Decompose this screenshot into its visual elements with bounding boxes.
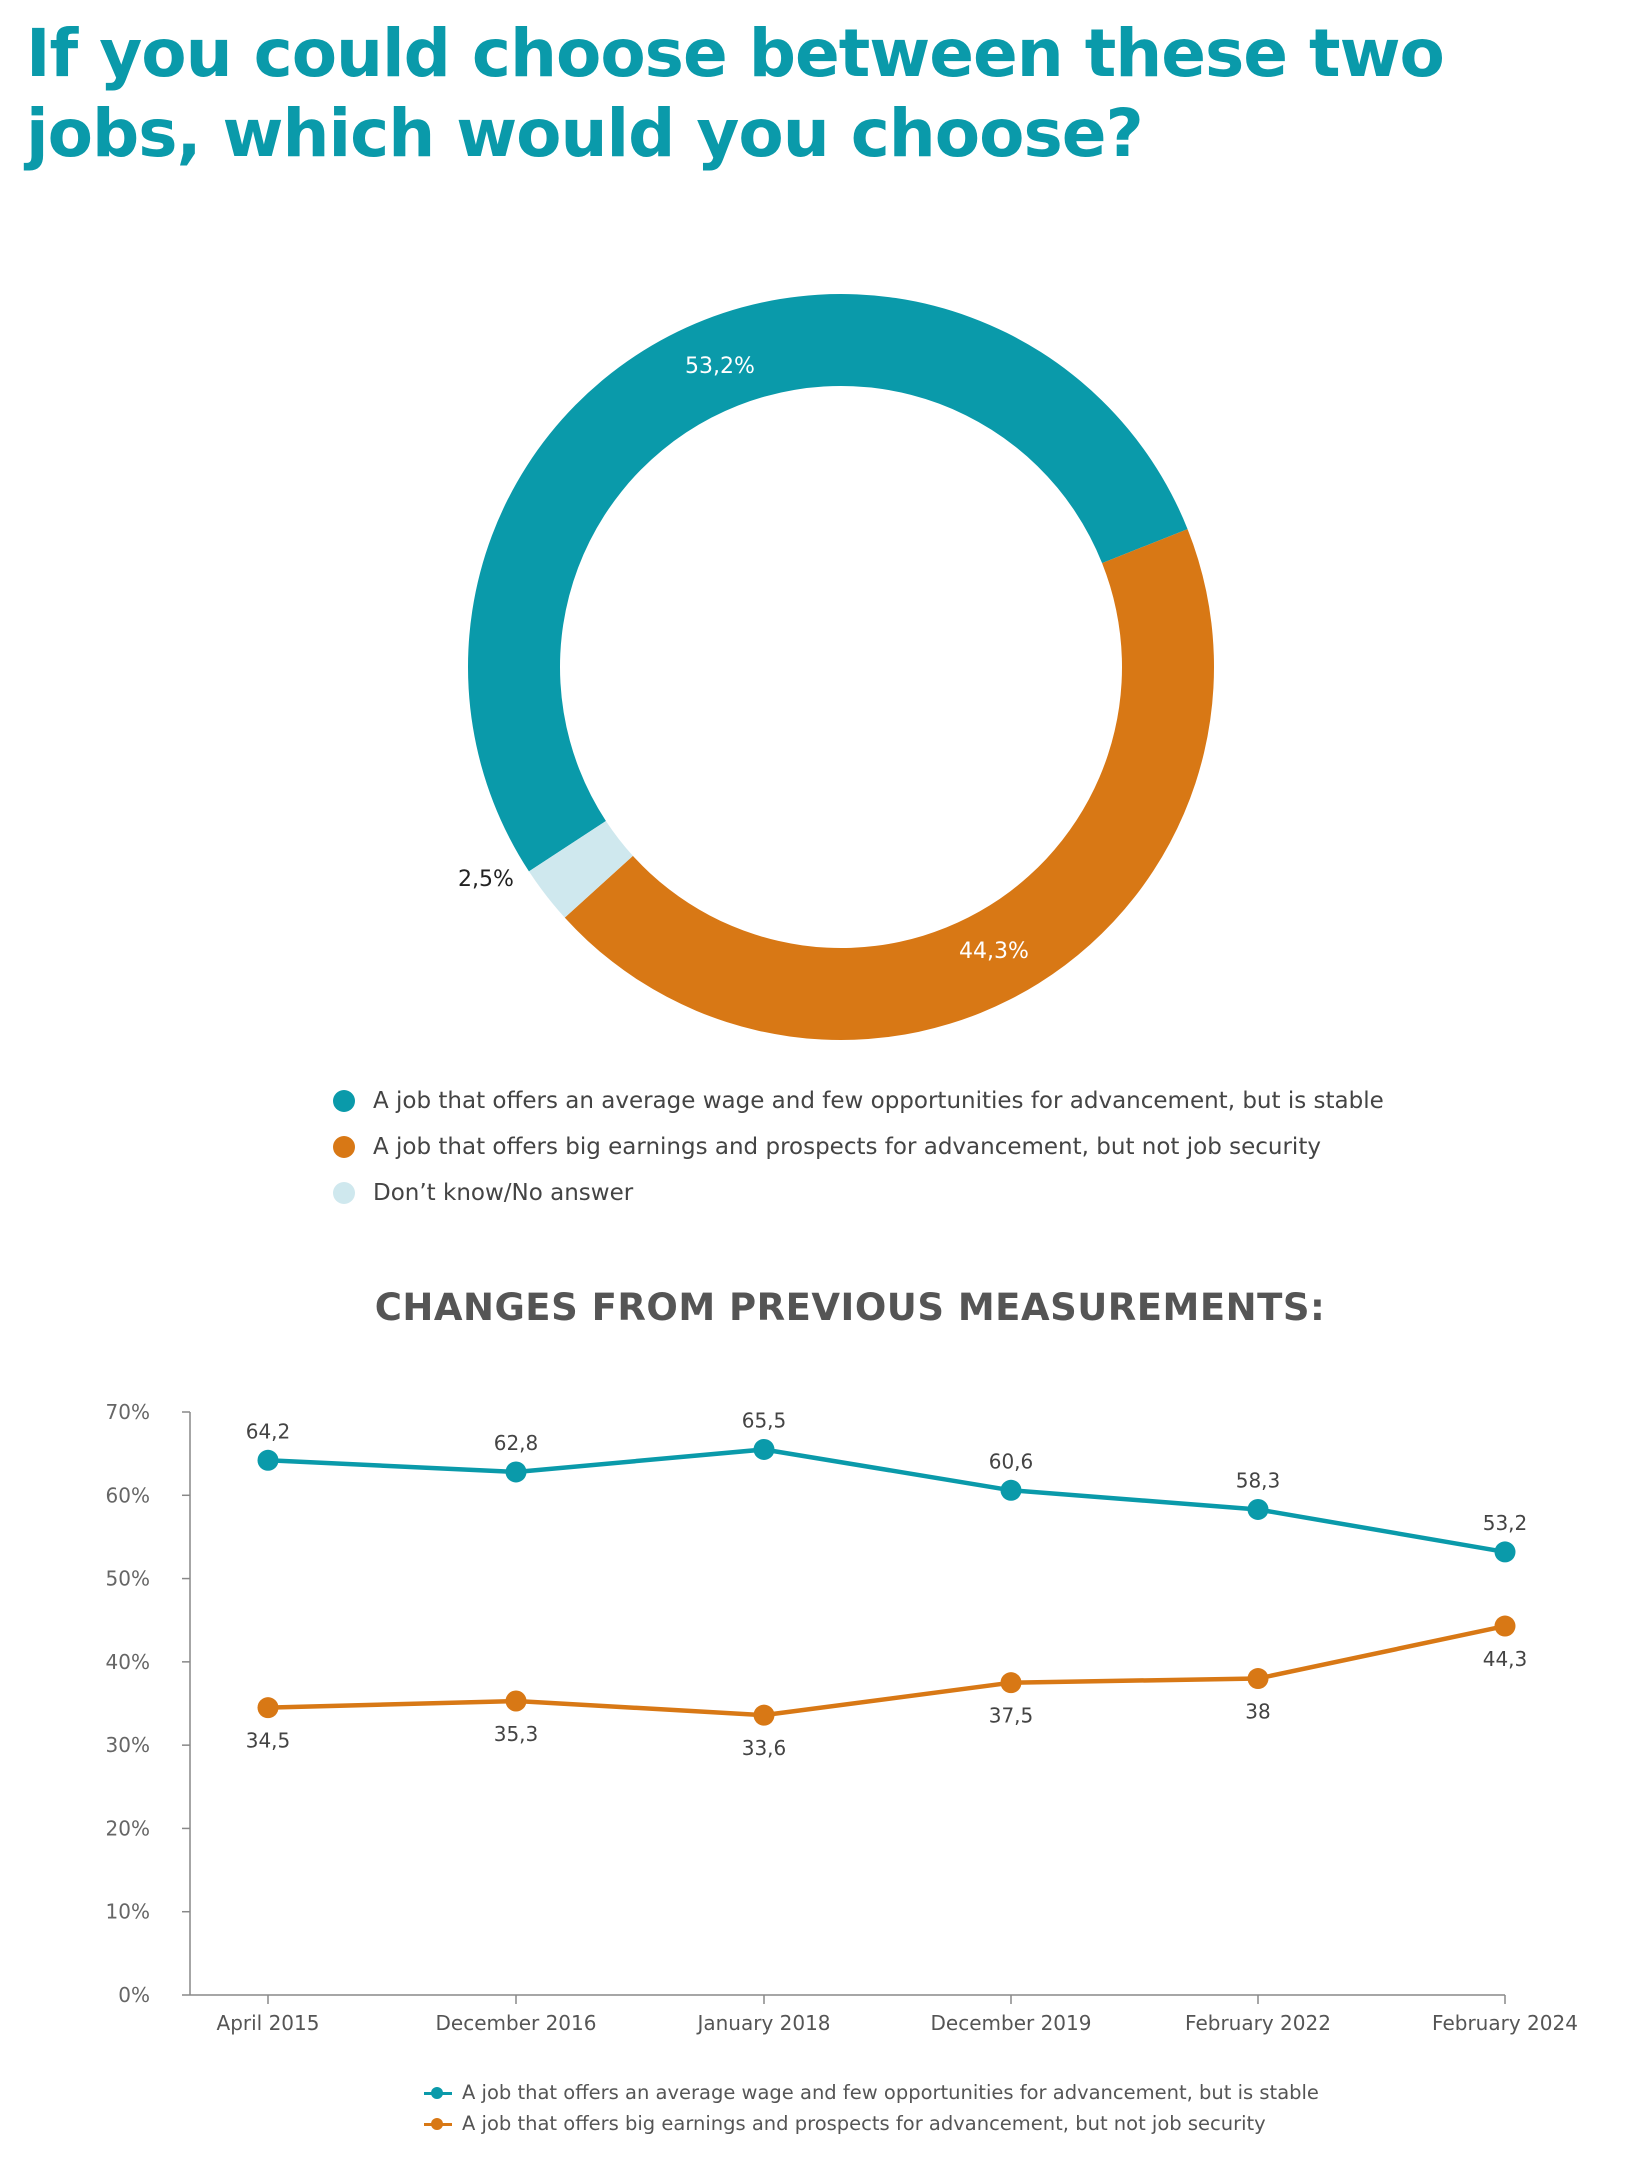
donut-slice-1 [564, 529, 1214, 1040]
data-label: 44,3 [1483, 1647, 1528, 1671]
y-tick-label: 0% [118, 1983, 150, 2007]
x-tick-label: January 2018 [695, 2011, 830, 2035]
data-point [1494, 1615, 1516, 1637]
x-tick-label: April 2015 [217, 2011, 320, 2035]
donut-chart: 53,2% 44,3% 2,5% [458, 293, 1214, 1040]
data-label: 37,5 [989, 1704, 1034, 1728]
donut-data-label: 2,5% [458, 867, 514, 892]
data-label: 60,6 [989, 1449, 1034, 1473]
page-title: If you could choose between these two jo… [26, 15, 1445, 172]
line-chart-title: CHANGES FROM PREVIOUS MEASUREMENTS: [374, 1286, 1326, 1329]
data-point [505, 1690, 527, 1712]
line-legend: A job that offers an average wage and fe… [424, 2077, 1319, 2139]
donut-legend-item-stable: A job that offers an average wage and fe… [333, 1078, 1384, 1124]
data-point [753, 1438, 775, 1460]
data-label: 58,3 [1236, 1468, 1281, 1492]
y-tick-label: 70% [106, 1400, 150, 1424]
data-label: 33,6 [742, 1736, 787, 1760]
donut-legend-label: A job that offers an average wage and fe… [373, 1088, 1384, 1114]
data-point [1247, 1498, 1269, 1520]
donut-slice-2 [528, 820, 633, 918]
donut-slice-0 [468, 293, 1188, 872]
data-label: 38 [1245, 1700, 1270, 1724]
x-tick-label: February 2024 [1432, 2011, 1578, 2035]
donut-legend-label: Don’t know/No answer [373, 1180, 634, 1206]
line-legend-item-earnings: A job that offers big earnings and prosp… [424, 2108, 1319, 2139]
data-label: 62,8 [494, 1431, 539, 1455]
data-point [505, 1461, 527, 1483]
donut-data-label: 53,2% [685, 354, 755, 379]
data-label: 64,2 [246, 1419, 291, 1443]
data-point [753, 1704, 775, 1726]
y-tick-label: 50% [106, 1567, 150, 1591]
y-tick-label: 30% [106, 1733, 150, 1757]
data-label: 34,5 [246, 1729, 291, 1753]
line-legend-label: A job that offers an average wage and fe… [462, 2081, 1319, 2104]
data-point [1247, 1668, 1269, 1690]
x-tick-label: February 2022 [1185, 2011, 1331, 2035]
y-tick-label: 40% [106, 1650, 150, 1674]
data-label: 53,2 [1483, 1511, 1528, 1535]
series-line-0 [267, 1447, 1506, 1555]
y-tick-label: 60% [106, 1483, 150, 1507]
data-label: 65,5 [742, 1408, 787, 1432]
donut-data-label: 44,3% [959, 939, 1029, 964]
line-legend-item-stable: A job that offers an average wage and fe… [424, 2077, 1319, 2108]
donut-legend: A job that offers an average wage and fe… [333, 1078, 1384, 1216]
legend-dot-orange-icon [333, 1136, 355, 1158]
y-tick-label: 10% [106, 1900, 150, 1924]
x-tick-label: December 2016 [436, 2011, 597, 2035]
data-point [257, 1449, 279, 1471]
donut-legend-label: A job that offers big earnings and prosp… [373, 1134, 1321, 1160]
x-tick-label: December 2019 [931, 2011, 1092, 2035]
legend-dot-lightblue-icon [333, 1182, 355, 1204]
legend-dot-teal-icon [333, 1090, 355, 1112]
line-legend-label: A job that offers big earnings and prosp… [462, 2112, 1266, 2135]
legend-line-teal-icon [424, 2086, 452, 2100]
data-point [1000, 1479, 1022, 1501]
data-point [257, 1697, 279, 1719]
series-line-1 [267, 1623, 1506, 1718]
donut-legend-item-earnings: A job that offers big earnings and prosp… [333, 1124, 1384, 1170]
data-label: 35,3 [494, 1722, 539, 1746]
data-point [1000, 1672, 1022, 1694]
y-tick-label: 20% [106, 1816, 150, 1840]
donut-legend-item-dont-know: Don’t know/No answer [333, 1170, 1384, 1216]
legend-line-orange-icon [424, 2117, 452, 2131]
data-point [1494, 1541, 1516, 1563]
